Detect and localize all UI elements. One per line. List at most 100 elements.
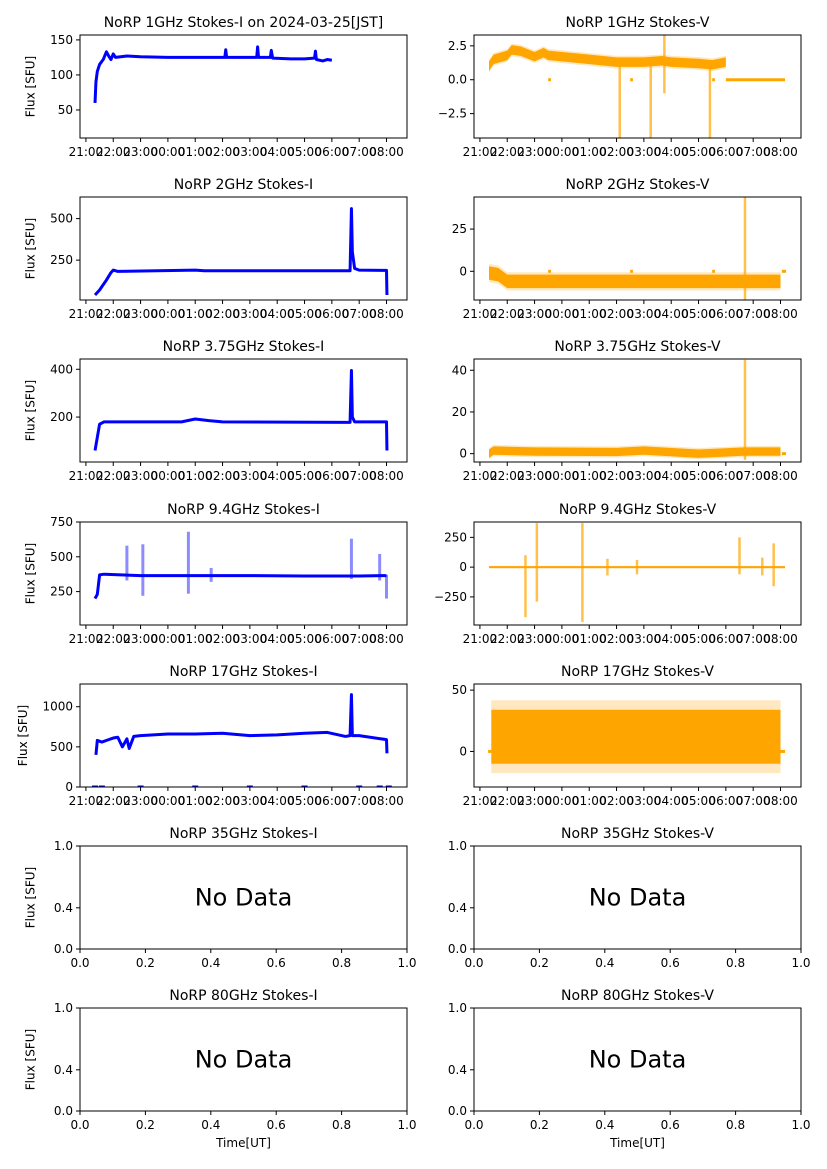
x-tick-label: 22:00 <box>490 469 525 483</box>
x-tick-label: 0.0 <box>464 956 483 970</box>
x-axis-label: Time[UT] <box>215 1136 271 1150</box>
x-tick-label: 08:00 <box>763 469 798 483</box>
subplot-title: NoRP 80GHz Stokes-I <box>169 988 317 1004</box>
x-tick-label: 0.2 <box>136 1118 155 1132</box>
y-tick-label: 0 <box>65 780 73 794</box>
x-tick-label: 00:00 <box>545 307 580 321</box>
axes-frame <box>473 521 802 626</box>
x-tick-label: 03:00 <box>233 632 268 646</box>
x-tick-label: 0.0 <box>70 956 89 970</box>
subplot-title: NoRP 2GHz Stokes-V <box>565 177 709 193</box>
x-tick-label: 06:00 <box>315 469 350 483</box>
y-tick-label: 500 <box>50 550 73 564</box>
y-axis-label: Flux [SFU] <box>24 1029 38 1090</box>
axes-frame <box>473 196 802 301</box>
y-tick-label: 0.0 <box>448 73 467 87</box>
x-tick-label: 0.2 <box>136 956 155 970</box>
zero-marker <box>301 785 308 787</box>
x-tick-label: 21:00 <box>463 307 498 321</box>
subplot-title: NoRP 1GHz Stokes-V <box>565 15 709 31</box>
x-tick-label: 21:00 <box>69 145 104 159</box>
x-tick-label: 05:00 <box>287 469 322 483</box>
y-tick-label: 0 <box>459 264 467 278</box>
subplot-norp-3-75ghz-stokes-i: NoRP 3.75GHz Stokes-I 21:0022:0023:0000:0… <box>24 339 408 483</box>
stokes-v-band <box>491 709 781 764</box>
x-tick-label: 03:00 <box>627 307 662 321</box>
x-tick-label: 22:00 <box>490 145 525 159</box>
axes-frame <box>473 683 802 788</box>
y-tick-label: 0 <box>459 744 467 758</box>
x-tick-label: 07:00 <box>342 307 377 321</box>
stokes-i-series <box>94 693 389 756</box>
x-tick-label: 0.6 <box>267 956 286 970</box>
x-tick-label: 01:00 <box>572 307 607 321</box>
x-tick-label: 05:00 <box>681 307 716 321</box>
plot-area <box>489 35 786 138</box>
x-tick-label: 08:00 <box>369 794 404 808</box>
x-tick-label: 06:00 <box>315 145 350 159</box>
zero-marker <box>137 785 144 787</box>
axes-frame <box>473 34 802 139</box>
y-tick-label: 25 <box>452 222 467 236</box>
axes-frame <box>79 845 408 950</box>
subplot-norp-1ghz-stokes-i-on-2024-03-25-jst-: NoRP 1GHz Stokes-I on 2024-03-25[JST] 21:… <box>24 15 408 159</box>
x-tick-label: 1.0 <box>791 1118 810 1132</box>
x-tick-label: 22:00 <box>96 632 131 646</box>
x-tick-label: 22:00 <box>96 794 131 808</box>
x-tick-label: 05:00 <box>287 145 322 159</box>
y-tick-label: 0 <box>459 447 467 461</box>
x-tick-label: 00:00 <box>545 469 580 483</box>
y-tick-label: 0.0 <box>54 1104 73 1118</box>
x-tick-label: 02:00 <box>205 632 240 646</box>
x-tick-label: 04:00 <box>260 632 295 646</box>
x-tick-label: 04:00 <box>654 632 689 646</box>
zero-marker <box>376 785 383 787</box>
axes-frame <box>473 845 802 950</box>
y-tick-label: 50 <box>452 683 467 697</box>
x-tick-label: 23:00 <box>517 145 552 159</box>
y-tick-label: 750 <box>50 515 73 529</box>
x-tick-label: 22:00 <box>96 469 131 483</box>
x-tick-label: 23:00 <box>123 469 158 483</box>
x-tick-label: 1.0 <box>397 1118 416 1132</box>
y-axis-label: Flux [SFU] <box>16 705 30 766</box>
plot-area <box>93 207 389 297</box>
x-tick-label: 21:00 <box>69 307 104 321</box>
x-tick-label: 0.6 <box>661 956 680 970</box>
stokes-v-band <box>489 446 781 458</box>
x-tick-label: 03:00 <box>233 469 268 483</box>
x-tick-label: 22:00 <box>490 632 525 646</box>
y-tick-label: 0.4 <box>54 901 73 915</box>
y-tick-label: 50 <box>58 103 73 117</box>
x-tick-label: 04:00 <box>260 307 295 321</box>
x-tick-label: 23:00 <box>517 469 552 483</box>
x-tick-label: 03:00 <box>627 632 662 646</box>
x-tick-label: 0.8 <box>726 956 745 970</box>
zero-marker <box>356 785 363 787</box>
y-tick-label: 0.0 <box>448 942 467 956</box>
x-tick-label: 05:00 <box>681 794 716 808</box>
stokes-i-series <box>93 572 387 600</box>
subplot-title: NoRP 80GHz Stokes-V <box>561 988 714 1004</box>
zero-marker <box>98 785 105 787</box>
y-tick-label: 250 <box>50 585 73 599</box>
x-tick-label: 21:00 <box>463 632 498 646</box>
y-axis-label: Flux [SFU] <box>24 380 38 441</box>
x-tick-label: 21:00 <box>463 145 498 159</box>
subplot-norp-2ghz-stokes-v: NoRP 2GHz Stokes-V 21:0022:0023:0000:0001… <box>452 177 802 321</box>
y-tick-label: 200 <box>50 410 73 424</box>
axes-frame <box>473 1007 802 1112</box>
x-tick-label: 22:00 <box>96 307 131 321</box>
x-tick-label: 01:00 <box>572 632 607 646</box>
x-tick-label: 23:00 <box>123 632 158 646</box>
x-tick-label: 0.0 <box>70 1118 89 1132</box>
x-tick-label: 08:00 <box>763 794 798 808</box>
y-tick-label: 0.4 <box>448 901 467 915</box>
subplot-norp-17ghz-stokes-v: NoRP 17GHz Stokes-V21:0022:0023:0000:000… <box>452 664 802 808</box>
x-tick-label: 03:00 <box>233 145 268 159</box>
no-data-label: No Data <box>195 1046 293 1074</box>
x-tick-label: 08:00 <box>763 145 798 159</box>
x-tick-label: 01:00 <box>178 632 213 646</box>
x-tick-label: 00:00 <box>545 794 580 808</box>
no-data-label: No Data <box>589 1046 687 1074</box>
